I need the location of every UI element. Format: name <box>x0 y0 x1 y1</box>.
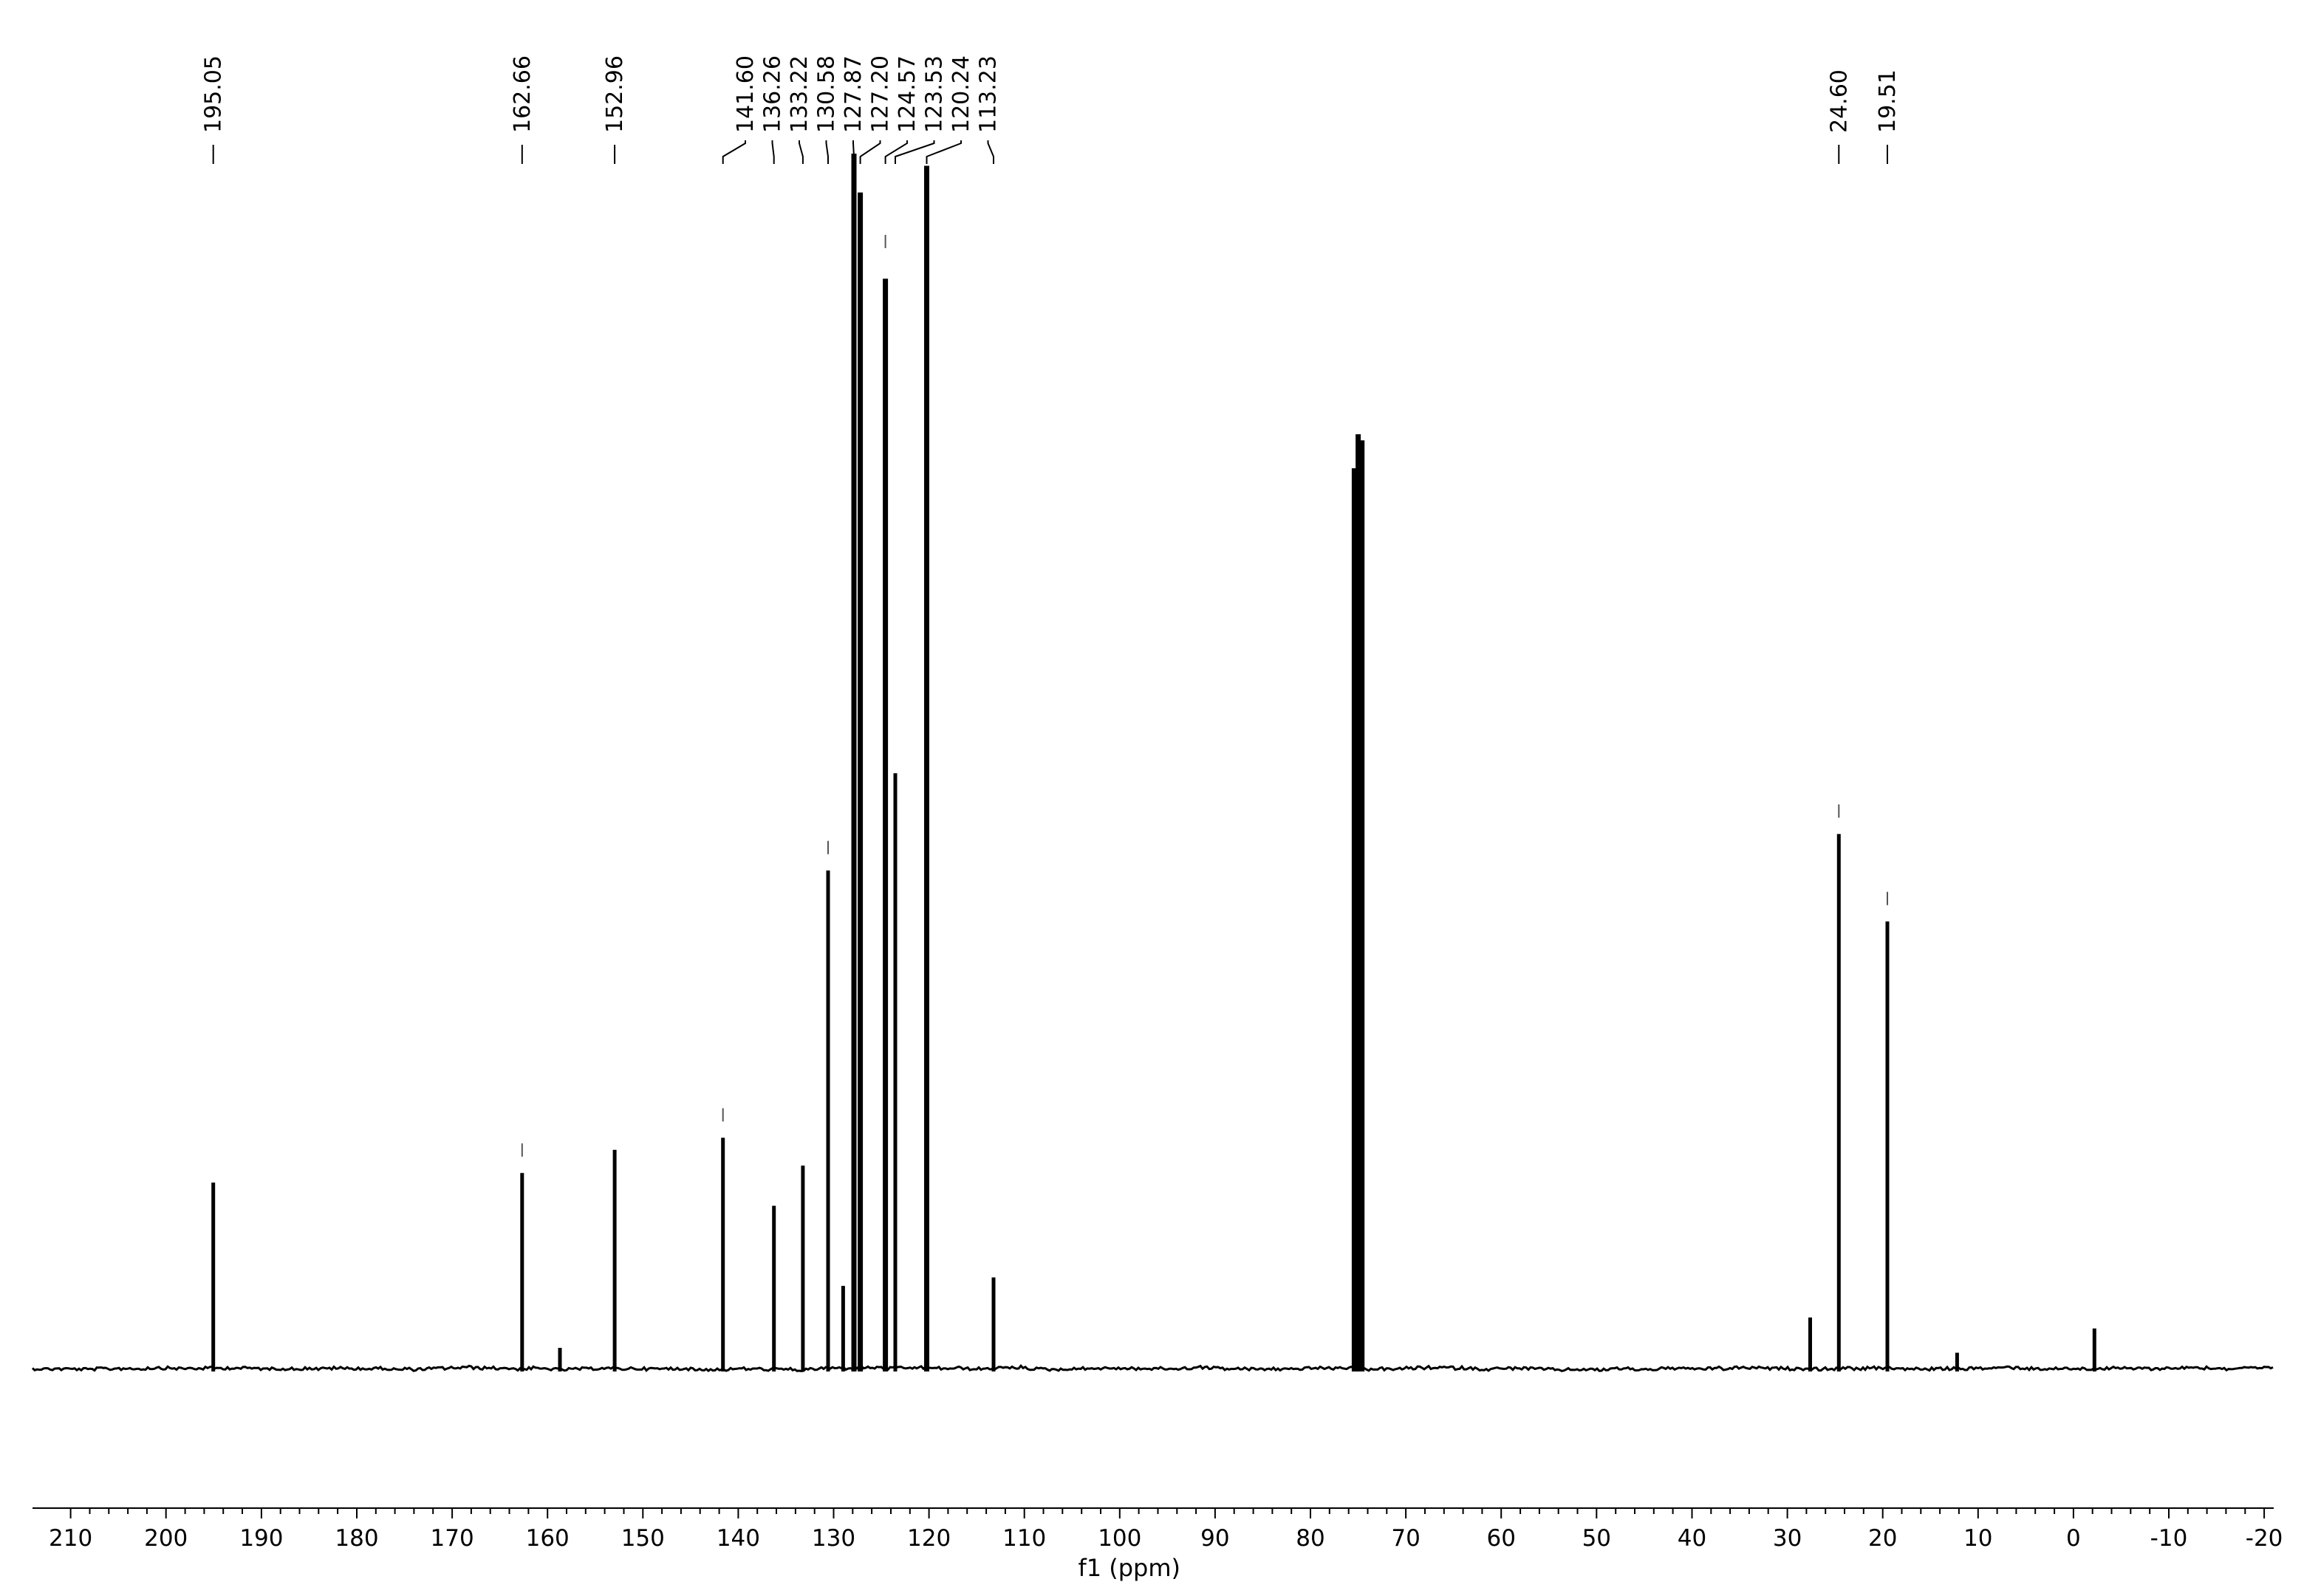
x-tick-label: 90 <box>1200 1525 1229 1552</box>
peak-label: 127.20 <box>868 55 894 133</box>
x-tick-label: 100 <box>1098 1525 1141 1552</box>
x-tick-label: 40 <box>1678 1525 1706 1552</box>
x-tick-label: 70 <box>1391 1525 1420 1552</box>
peak-label-connector <box>722 140 746 164</box>
peak-label: 120.24 <box>948 55 974 133</box>
peak-label-layer: 195.05 162.66 152.96 24.60 19.51 141.60 136.26… <box>201 55 1901 164</box>
peak-label: 124.57 <box>895 55 920 133</box>
x-tick-label: 50 <box>1582 1525 1611 1552</box>
x-tick-label: 10 <box>1963 1525 1992 1552</box>
spectrum-baseline <box>31 1364 2274 1373</box>
peak-label-connector <box>926 140 962 164</box>
x-tick-label: 190 <box>239 1525 283 1552</box>
x-tick-label: 120 <box>907 1525 951 1552</box>
x-tick-label: 30 <box>1773 1525 1802 1552</box>
x-tick-label: 140 <box>717 1525 760 1552</box>
peak-label: 195.05 <box>201 55 227 133</box>
peak-label: 133.22 <box>787 55 813 133</box>
peak-label: 130.58 <box>814 55 840 133</box>
peak-label: 127.87 <box>841 55 866 133</box>
peak-label-connector <box>895 140 935 164</box>
x-tick-label: 20 <box>1868 1525 1897 1552</box>
x-tick-label: 150 <box>621 1525 665 1552</box>
x-tick-label: 0 <box>2066 1525 2081 1552</box>
peak-label-connector <box>825 140 829 164</box>
peak-label: 19.51 <box>1875 69 1901 133</box>
peak-label-connector <box>799 140 804 164</box>
peak-label-connector <box>884 140 908 164</box>
x-tick-label: 60 <box>1486 1525 1515 1552</box>
peak-label: 136.26 <box>760 55 786 133</box>
x-tick-label: 180 <box>335 1525 378 1552</box>
peak-label: 162.66 <box>510 55 536 133</box>
x-tick-label: 210 <box>49 1525 92 1552</box>
x-axis-title: f1 (ppm) <box>1078 1554 1180 1582</box>
peak-label: 123.53 <box>922 55 948 133</box>
peak-label: 24.60 <box>1826 69 1852 133</box>
peak-label: 152.96 <box>602 55 628 133</box>
x-tick-label: -20 <box>2246 1525 2283 1552</box>
x-tick-label: 80 <box>1296 1525 1324 1552</box>
x-tick-label: -10 <box>2150 1525 2188 1552</box>
solvent-peak-cluster <box>1352 468 1364 1369</box>
peak-label-connector <box>852 140 855 164</box>
x-tick-label: 160 <box>526 1525 570 1552</box>
peak-label: 141.60 <box>733 55 759 133</box>
x-tick-label: 130 <box>812 1525 855 1552</box>
peak-label-connector <box>859 140 881 164</box>
peak-label-connector <box>771 140 775 164</box>
x-tick-label: 200 <box>144 1525 188 1552</box>
x-tick-label: 170 <box>431 1525 474 1552</box>
peak-label: 113.23 <box>976 55 1002 133</box>
x-tick-label: 110 <box>1002 1525 1046 1552</box>
x-axis: 210 200 190 180 170 160 150 140 130 120 110 100 90 80… <box>33 1507 2283 1552</box>
spectrum-layer <box>31 154 2274 1373</box>
peak-label-connector <box>987 140 994 164</box>
